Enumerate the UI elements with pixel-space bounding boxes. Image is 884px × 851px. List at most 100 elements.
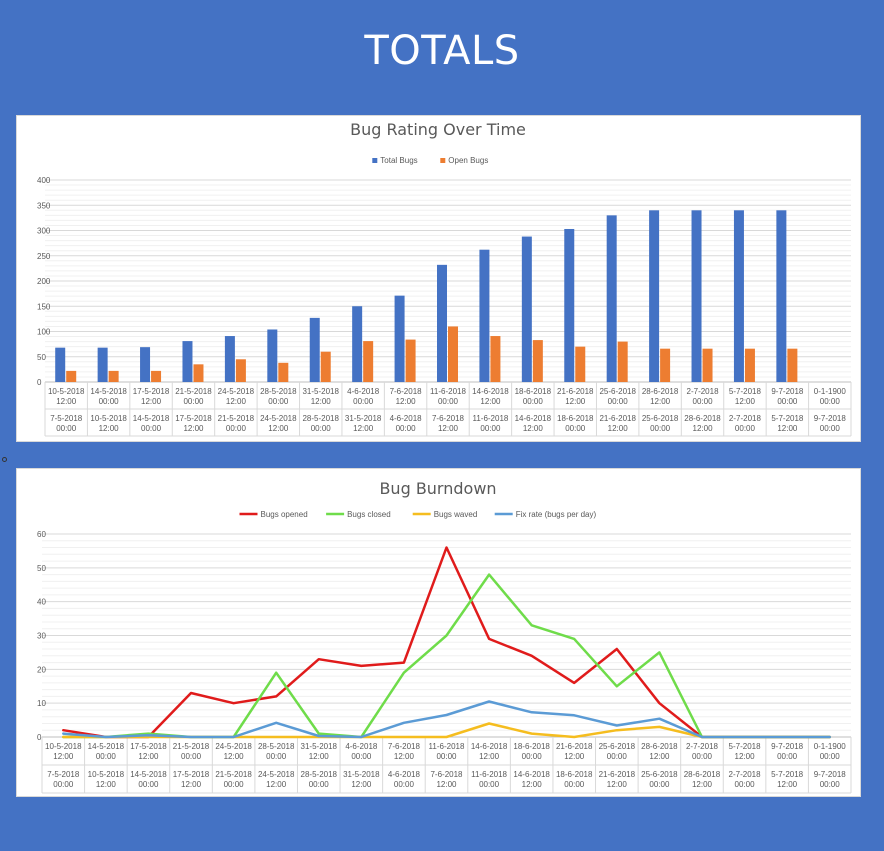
x-tick-label: 14-6-2018 12:00 — [515, 414, 552, 433]
x-tick-label: 28-5-2018 00:00 — [260, 387, 297, 406]
x-tick-label: 7-5-2018 00:00 — [47, 770, 80, 789]
page-title: TOTALS — [364, 28, 520, 74]
bar-total-bugs — [267, 329, 278, 382]
x-tick-label: 31-5-2018 12:00 — [345, 414, 382, 433]
x-tick-label: 4-6-2018 00:00 — [390, 414, 423, 433]
x-tick-label: 10-5-2018 12:00 — [88, 770, 125, 789]
y-tick-label: 100 — [37, 328, 51, 337]
bar-open-bugs — [490, 336, 501, 382]
bar-open-bugs — [575, 346, 586, 382]
line-fix-rate-bugs-per-day — [62, 700, 831, 739]
x-tick-label: 2-7-2018 00:00 — [687, 387, 720, 406]
y-tick-label: 300 — [37, 227, 51, 236]
bar-total-bugs — [140, 347, 151, 382]
bar-total-bugs — [733, 210, 744, 382]
x-tick-label: 2-7-2018 00:00 — [686, 742, 719, 761]
x-tick-label: 18-6-2018 00:00 — [557, 414, 594, 433]
bar-total-bugs — [437, 264, 447, 382]
bar-total-bugs — [479, 249, 490, 382]
bug-rating-chart-panel: Bug Rating Over Time 0 50 100 150 200 250 300 35… — [16, 115, 861, 442]
x-tick-label: 0-1-1900 00:00 — [814, 742, 847, 761]
x-tick-label: 28-6-2018 12:00 — [642, 387, 679, 406]
chart-title: Bug Burndown — [379, 479, 496, 498]
x-tick-label: 25-6-2018 00:00 — [599, 387, 636, 406]
x-tick-label: 14-5-2018 00:00 — [133, 414, 170, 433]
x-tick-label: 9-7-2018 00:00 — [814, 414, 847, 433]
y-tick-label: 0 — [37, 733, 42, 742]
y-tick-label: 20 — [37, 665, 46, 674]
x-tick-label: 4-6-2018 00:00 — [388, 770, 421, 789]
x-tick-label: 14-6-2018 12:00 — [472, 387, 509, 406]
y-tick-label: 0 — [37, 378, 42, 387]
x-tick-label: 14-6-2018 12:00 — [513, 770, 550, 789]
x-tick-label: 14-5-2018 00:00 — [90, 387, 127, 406]
x-tick-label: 10-5-2018 12:00 — [90, 414, 127, 433]
x-tick-label: 17-5-2018 12:00 — [130, 742, 167, 761]
x-tick-label: 21-6-2018 12:00 — [557, 387, 594, 406]
x-tick-label: 28-5-2018 00:00 — [258, 742, 295, 761]
bar-total-bugs — [649, 210, 660, 382]
legend-swatch — [372, 158, 378, 163]
bar-total-bugs — [309, 317, 320, 382]
bar-open-bugs — [151, 370, 162, 382]
x-tick-label: 11-6-2018 00:00 — [471, 770, 507, 789]
bug-burndown-chart-panel: Bug Burndown 0 10 20 30 40 50 60 10-5-2018 12:00 1… — [16, 468, 861, 797]
x-tick-label: 21-5-2018 00:00 — [173, 742, 210, 761]
x-tick-label: 9-7-2018 00:00 — [814, 770, 847, 789]
y-tick-label: 150 — [37, 302, 51, 311]
bar-open-bugs — [405, 339, 416, 382]
legend-label: Bugs waved — [434, 510, 478, 519]
x-tick-label: 14-6-2018 12:00 — [471, 742, 508, 761]
bar-open-bugs — [744, 348, 755, 382]
x-tick-label: 5-7-2018 12:00 — [729, 387, 762, 406]
x-tick-label: 21-6-2018 12:00 — [556, 742, 593, 761]
bar-open-bugs — [363, 341, 374, 382]
x-tick-label: 18-6-2018 00:00 — [515, 387, 552, 406]
legend-swatch — [440, 158, 446, 163]
x-tick-label: 5-7-2018 12:00 — [729, 742, 762, 761]
bug-rating-chart: Bug Rating Over Time 0 50 100 150 200 250 300 35… — [37, 120, 852, 437]
x-tick-label: 28-5-2018 00:00 — [302, 414, 339, 433]
x-tick-label: 5-7-2018 12:00 — [771, 414, 804, 433]
x-tick-label: 25-6-2018 00:00 — [641, 770, 678, 789]
bar-total-bugs — [691, 210, 702, 382]
x-tick-label: 14-5-2018 00:00 — [130, 770, 167, 789]
x-tick-label: 7-6-2018 12:00 — [430, 770, 463, 789]
y-tick-label: 60 — [37, 530, 46, 539]
legend-label: Bugs opened — [261, 510, 308, 519]
x-tick-label: 24-5-2018 12:00 — [258, 770, 295, 789]
chart-title: Bug Rating Over Time — [350, 120, 526, 139]
x-tick-label: 7-6-2018 12:00 — [390, 387, 423, 406]
bar-total-bugs — [606, 215, 617, 382]
bar-total-bugs — [776, 210, 787, 382]
bar-open-bugs — [108, 370, 119, 382]
legend-label: Open Bugs — [448, 156, 488, 165]
y-tick-label: 200 — [37, 277, 51, 286]
legend-label: Total Bugs — [380, 156, 417, 165]
bar-open-bugs — [320, 351, 331, 382]
bar-open-bugs — [235, 359, 246, 382]
x-tick-label: 7-5-2018 00:00 — [50, 414, 83, 433]
y-tick-label: 10 — [37, 699, 46, 708]
x-tick-label: 2-7-2018 00:00 — [729, 414, 762, 433]
legend-label: Fix rate (bugs per day) — [516, 510, 597, 519]
y-tick-label: 400 — [37, 176, 51, 185]
y-tick-label: 50 — [37, 353, 46, 362]
x-tick-label: 4-6-2018 00:00 — [345, 742, 378, 761]
bar-open-bugs — [617, 341, 628, 382]
bar-open-bugs — [66, 370, 77, 382]
y-tick-label: 50 — [37, 564, 46, 573]
x-tick-label: 21-5-2018 00:00 — [215, 770, 252, 789]
bar-open-bugs — [702, 348, 713, 382]
x-tick-label: 24-5-2018 12:00 — [215, 742, 252, 761]
x-tick-label: 24-5-2018 12:00 — [218, 387, 255, 406]
x-tick-label: 4-6-2018 00:00 — [347, 387, 380, 406]
x-tick-label: 25-6-2018 00:00 — [599, 742, 636, 761]
x-tick-label: 21-5-2018 00:00 — [218, 414, 255, 433]
x-tick-label: 28-6-2018 12:00 — [684, 414, 721, 433]
x-tick-label: 2-7-2018 00:00 — [729, 770, 762, 789]
x-tick-label: 21-6-2018 12:00 — [599, 770, 636, 789]
bar-total-bugs — [564, 228, 575, 382]
bar-total-bugs — [55, 347, 66, 382]
y-tick-label: 40 — [37, 598, 46, 607]
